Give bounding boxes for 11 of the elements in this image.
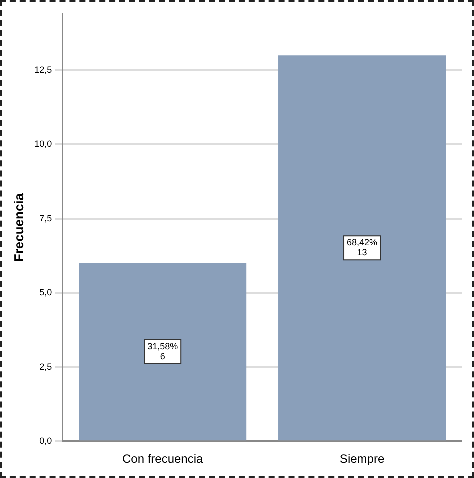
y-tick-label: 12,5 bbox=[34, 64, 52, 75]
y-tick-label: 5,0 bbox=[40, 288, 52, 298]
y-tick-label: 0,0 bbox=[40, 436, 52, 446]
y-axis-title: Frecuencia bbox=[11, 192, 26, 262]
data-label: 31,58% 6 bbox=[148, 342, 178, 362]
y-tick-label: 7,5 bbox=[40, 213, 52, 224]
data-label: 68,42% 13 bbox=[347, 238, 378, 258]
y-tick-label: 10,0 bbox=[34, 139, 52, 150]
x-tick-label: Siempre bbox=[340, 452, 385, 466]
x-tick-label: Con frecuencia bbox=[122, 452, 204, 466]
y-tick-label: 2,5 bbox=[40, 362, 52, 372]
